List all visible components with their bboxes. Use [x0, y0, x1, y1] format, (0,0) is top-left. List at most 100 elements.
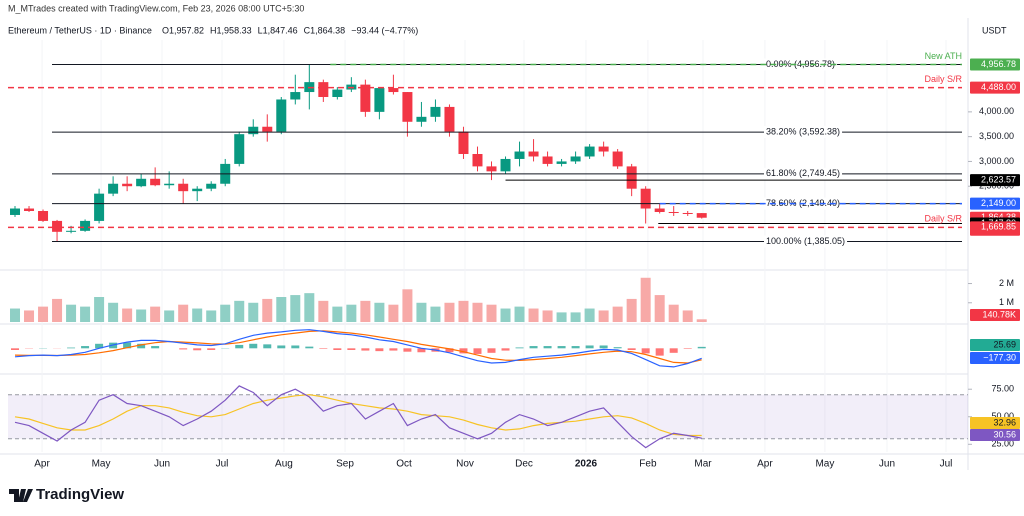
- y-tick-label: 3,000.00: [979, 156, 1014, 166]
- histogram-bar: [333, 348, 342, 350]
- volume-bar: [108, 302, 119, 322]
- candle-body: [276, 99, 287, 132]
- histogram-bar: [277, 345, 286, 349]
- candle-body: [444, 106, 455, 132]
- candle-body: [514, 151, 525, 159]
- volume-bar: [612, 306, 623, 322]
- volume-bar: [528, 308, 539, 322]
- volume-bar: [584, 308, 595, 322]
- x-tick-label: Sep: [336, 459, 354, 470]
- volume-bar: [402, 289, 413, 322]
- histogram-bar: [263, 344, 272, 349]
- histogram-bar: [529, 346, 538, 349]
- symbol: Ethereum / TetherUS · 1D · Binance: [8, 25, 152, 35]
- volume-bar: [52, 298, 63, 322]
- volume-bar: [486, 304, 497, 322]
- histogram-bar: [445, 348, 454, 353]
- x-tick-label: Jun: [154, 459, 170, 470]
- histogram-bar: [557, 346, 566, 349]
- candle-body: [430, 106, 441, 117]
- histogram-bar: [123, 342, 132, 349]
- price-badge: [970, 81, 1020, 94]
- quote-value: H1,958.33: [210, 25, 252, 35]
- candle-body: [472, 154, 483, 167]
- price-badge-label: 4,488.00: [981, 82, 1016, 92]
- rsi-band: [8, 394, 968, 439]
- candle-body: [486, 166, 497, 172]
- price-badge-label: 25.69: [993, 339, 1016, 349]
- histogram-bar: [305, 346, 314, 349]
- candle-body: [416, 116, 427, 122]
- volume-bar: [80, 306, 91, 322]
- histogram-bar: [137, 343, 146, 349]
- level-annotation: Daily S/R: [924, 214, 962, 224]
- volume-bar: [122, 308, 133, 322]
- x-tick-label: Apr: [34, 459, 50, 470]
- x-tick-label: Jul: [940, 459, 953, 470]
- candle-body: [136, 178, 147, 187]
- candle-body: [528, 151, 539, 157]
- price-badge-label: 32.96: [993, 417, 1016, 427]
- histogram-bar: [95, 343, 104, 349]
- x-tick-label: 2026: [575, 459, 598, 470]
- histogram-bar: [613, 347, 622, 349]
- candle-body: [388, 88, 399, 93]
- histogram-bar: [641, 348, 650, 354]
- histogram-bar: [207, 348, 216, 350]
- level-annotation: Daily S/R: [924, 74, 962, 84]
- histogram-bar: [655, 348, 664, 356]
- candle-body: [556, 161, 567, 164]
- candle-body: [24, 208, 35, 211]
- y-tick-label: 50.00: [991, 411, 1014, 421]
- volume-bar: [570, 312, 581, 322]
- candle-body: [248, 126, 259, 135]
- volume-bar: [38, 306, 49, 322]
- volume-bar: [304, 293, 315, 322]
- price-badge: [970, 197, 1020, 210]
- histogram-bar: [179, 348, 188, 350]
- candle-body: [360, 84, 371, 112]
- candle-body: [80, 220, 91, 231]
- volume-bar: [514, 306, 525, 322]
- x-tick-label: Jun: [879, 459, 895, 470]
- candle-body: [542, 156, 553, 164]
- volume-bar: [360, 300, 371, 322]
- quote-value: L1,847.46: [258, 25, 298, 35]
- histogram-bar: [473, 348, 482, 354]
- x-tick-label: May: [815, 459, 834, 470]
- y-tick-label: 3,500.00: [979, 131, 1014, 141]
- brand: TradingView: [36, 486, 124, 503]
- histogram-bar: [389, 348, 398, 351]
- histogram-bar: [501, 348, 510, 351]
- volume-bar: [262, 298, 273, 322]
- volume-bar: [24, 310, 35, 322]
- x-tick-label: May: [92, 459, 111, 470]
- price-badge-label: −177.30: [983, 352, 1016, 362]
- level-annotation: New ATH: [925, 51, 962, 61]
- histogram-bar: [291, 345, 300, 349]
- level-label: 38.20% (3,592.38): [766, 126, 840, 136]
- x-tick-label: Jul: [216, 459, 229, 470]
- x-tick-label: Nov: [456, 459, 474, 470]
- histogram-bar: [319, 348, 328, 349]
- volume-bar: [374, 302, 385, 322]
- histogram-bar: [543, 346, 552, 349]
- candle-body: [640, 188, 651, 209]
- y-tick-label: 1 M: [999, 297, 1014, 307]
- quote-value: C1,864.38: [304, 25, 346, 35]
- candle-body: [178, 183, 189, 192]
- histogram-bar: [697, 346, 706, 349]
- histogram-bar: [683, 348, 692, 349]
- indicator-line: [14, 385, 702, 449]
- histogram-bar: [67, 347, 76, 349]
- volume-bar: [332, 306, 343, 322]
- volume-bar: [164, 310, 175, 322]
- price-badge: [970, 352, 1020, 364]
- candle-body: [696, 213, 707, 218]
- volume-bar: [346, 304, 357, 322]
- logo: TradingView: [9, 486, 124, 503]
- histogram-bar: [11, 348, 20, 350]
- candle-body: [402, 92, 413, 122]
- price-badge: [970, 58, 1020, 71]
